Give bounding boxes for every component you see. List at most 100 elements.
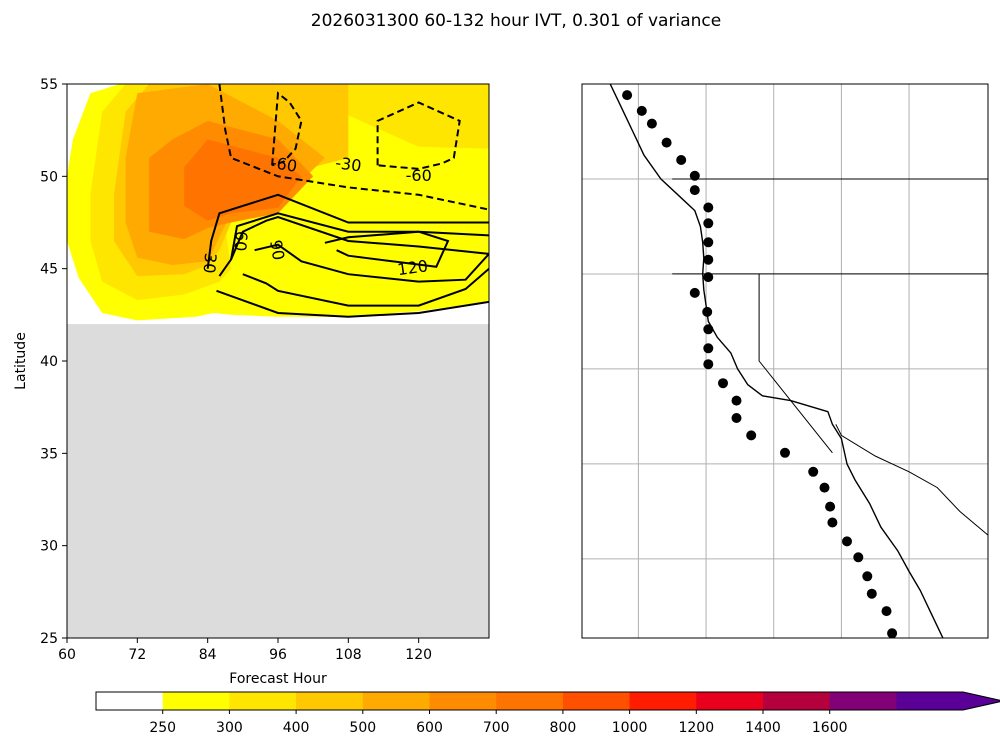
station-marker: [842, 536, 852, 547]
ivt-filled-contours: [67, 84, 489, 321]
colorbar-segment: [96, 692, 164, 710]
station-marker: [718, 378, 728, 389]
colorbar-tick-label: 1400: [745, 720, 781, 736]
station-marker: [881, 606, 892, 617]
station-marker: [780, 447, 790, 458]
station-marker: [731, 395, 742, 406]
x-tick-label: 96: [269, 647, 287, 663]
contour-label-5: 90: [266, 238, 288, 261]
contour-line-4: [254, 243, 489, 283]
station-marker: [825, 501, 836, 512]
contour-label-1: -60: [270, 153, 299, 176]
station-marker: [703, 272, 714, 283]
map-stations: [622, 90, 898, 638]
contour-label-2: -30: [334, 153, 363, 175]
x-tick-label: 120: [405, 647, 432, 663]
colorbar-tick-label: 400: [283, 720, 310, 736]
colorbar-tick-label: 1200: [678, 720, 714, 736]
station-marker: [703, 324, 714, 335]
station-marker: [703, 218, 714, 229]
contour-label-7: 120: [396, 256, 429, 279]
contour-line-3: [218, 215, 489, 277]
station-marker: [702, 306, 713, 317]
station-marker: [827, 517, 838, 528]
station-marker: [703, 237, 714, 248]
map-frame: [581, 83, 989, 639]
contour-line-9: [271, 91, 303, 167]
contour-label-4: 60: [231, 230, 252, 252]
colorbar-ticks: 250 300 400 500 600 700 800 1000 1200 1400 1600: [149, 710, 848, 736]
station-marker: [819, 482, 830, 493]
contour-line-6: [216, 289, 489, 318]
colorbar-tick-label: 500: [349, 720, 376, 736]
station-marker: [689, 287, 700, 298]
contour-line-10: [376, 101, 461, 170]
station-marker: [887, 628, 898, 638]
station-marker: [703, 343, 714, 354]
contour-line-8: [218, 84, 489, 211]
x-tick-label: 60: [58, 647, 76, 663]
masked-region: [67, 324, 489, 638]
map-coastlines: [609, 84, 988, 638]
map-background: [582, 84, 988, 638]
colorbar-segment: [562, 692, 631, 710]
colorbar-tick-label: 1600: [812, 720, 848, 736]
colorbar-segment: [763, 692, 831, 710]
colorbar-segment: [362, 692, 430, 710]
ivt-panel: -60 -30 -60 60 90 30 120 60 72 84 96 108 120 25 30 35…: [13, 77, 490, 687]
contour-line-2: [230, 212, 489, 260]
x-axis-ticks: 60 72 84 96 108 120: [58, 638, 432, 663]
station-marker: [636, 105, 647, 116]
x-tick-label: 84: [199, 647, 217, 663]
x-axis-label: Forecast Hour: [229, 671, 327, 687]
colorbar-segment: [162, 692, 230, 710]
colorbar-segment: [496, 692, 564, 710]
colorbar-segment: [229, 692, 297, 710]
colorbar-segment: [429, 692, 497, 710]
contour-line-1: [206, 193, 489, 269]
y-tick-label: 30: [40, 539, 58, 555]
colorbar-segment: [829, 692, 897, 710]
station-marker: [746, 430, 757, 441]
map-boundary-3: [758, 273, 833, 454]
map-panel: [581, 83, 989, 639]
y-tick-label: 55: [40, 77, 58, 93]
station-marker: [689, 170, 700, 181]
station-marker: [689, 185, 700, 196]
y-tick-label: 45: [40, 262, 58, 278]
colorbar-tick-label: 300: [216, 720, 243, 736]
station-marker: [862, 571, 873, 582]
colorbar-extend-arrow: [896, 692, 1000, 710]
station-marker: [703, 202, 714, 213]
map-boundary-4: [835, 424, 988, 536]
station-marker: [703, 254, 714, 265]
colorbar-segment: [296, 692, 364, 710]
station-marker: [661, 137, 672, 148]
station-marker: [622, 90, 633, 101]
y-tick-label: 40: [40, 354, 58, 370]
station-marker: [703, 359, 714, 370]
colorbar-tick-label: 1000: [612, 720, 648, 736]
ivt-contour-lines: [206, 84, 489, 318]
contour-label-3: -60: [406, 166, 432, 185]
colorbar: [95, 691, 1000, 711]
colorbar-segment: [629, 692, 697, 710]
station-marker: [676, 155, 687, 165]
ivt-contour-labels: -60 -30 -60 60 90 30 120: [199, 153, 431, 280]
y-axis-label: Latitude: [13, 332, 29, 390]
map-coastline: [609, 84, 944, 638]
y-tick-label: 25: [40, 631, 58, 647]
station-marker: [866, 588, 877, 599]
chart-title: 2026031300 60-132 hour IVT, 0.301 of var…: [311, 11, 721, 31]
contour-label-6: 30: [199, 252, 220, 274]
colorbar-tick-label: 600: [416, 720, 443, 736]
x-tick-label: 72: [128, 647, 146, 663]
contour-line-5: [242, 267, 489, 307]
colorbar-tick-label: 700: [483, 720, 510, 736]
station-marker: [853, 552, 864, 563]
colorbar-tick-label: 250: [149, 720, 176, 736]
contour-line-7: [324, 230, 450, 268]
station-marker: [731, 413, 742, 423]
colorbar-tick-label: 800: [550, 720, 577, 736]
